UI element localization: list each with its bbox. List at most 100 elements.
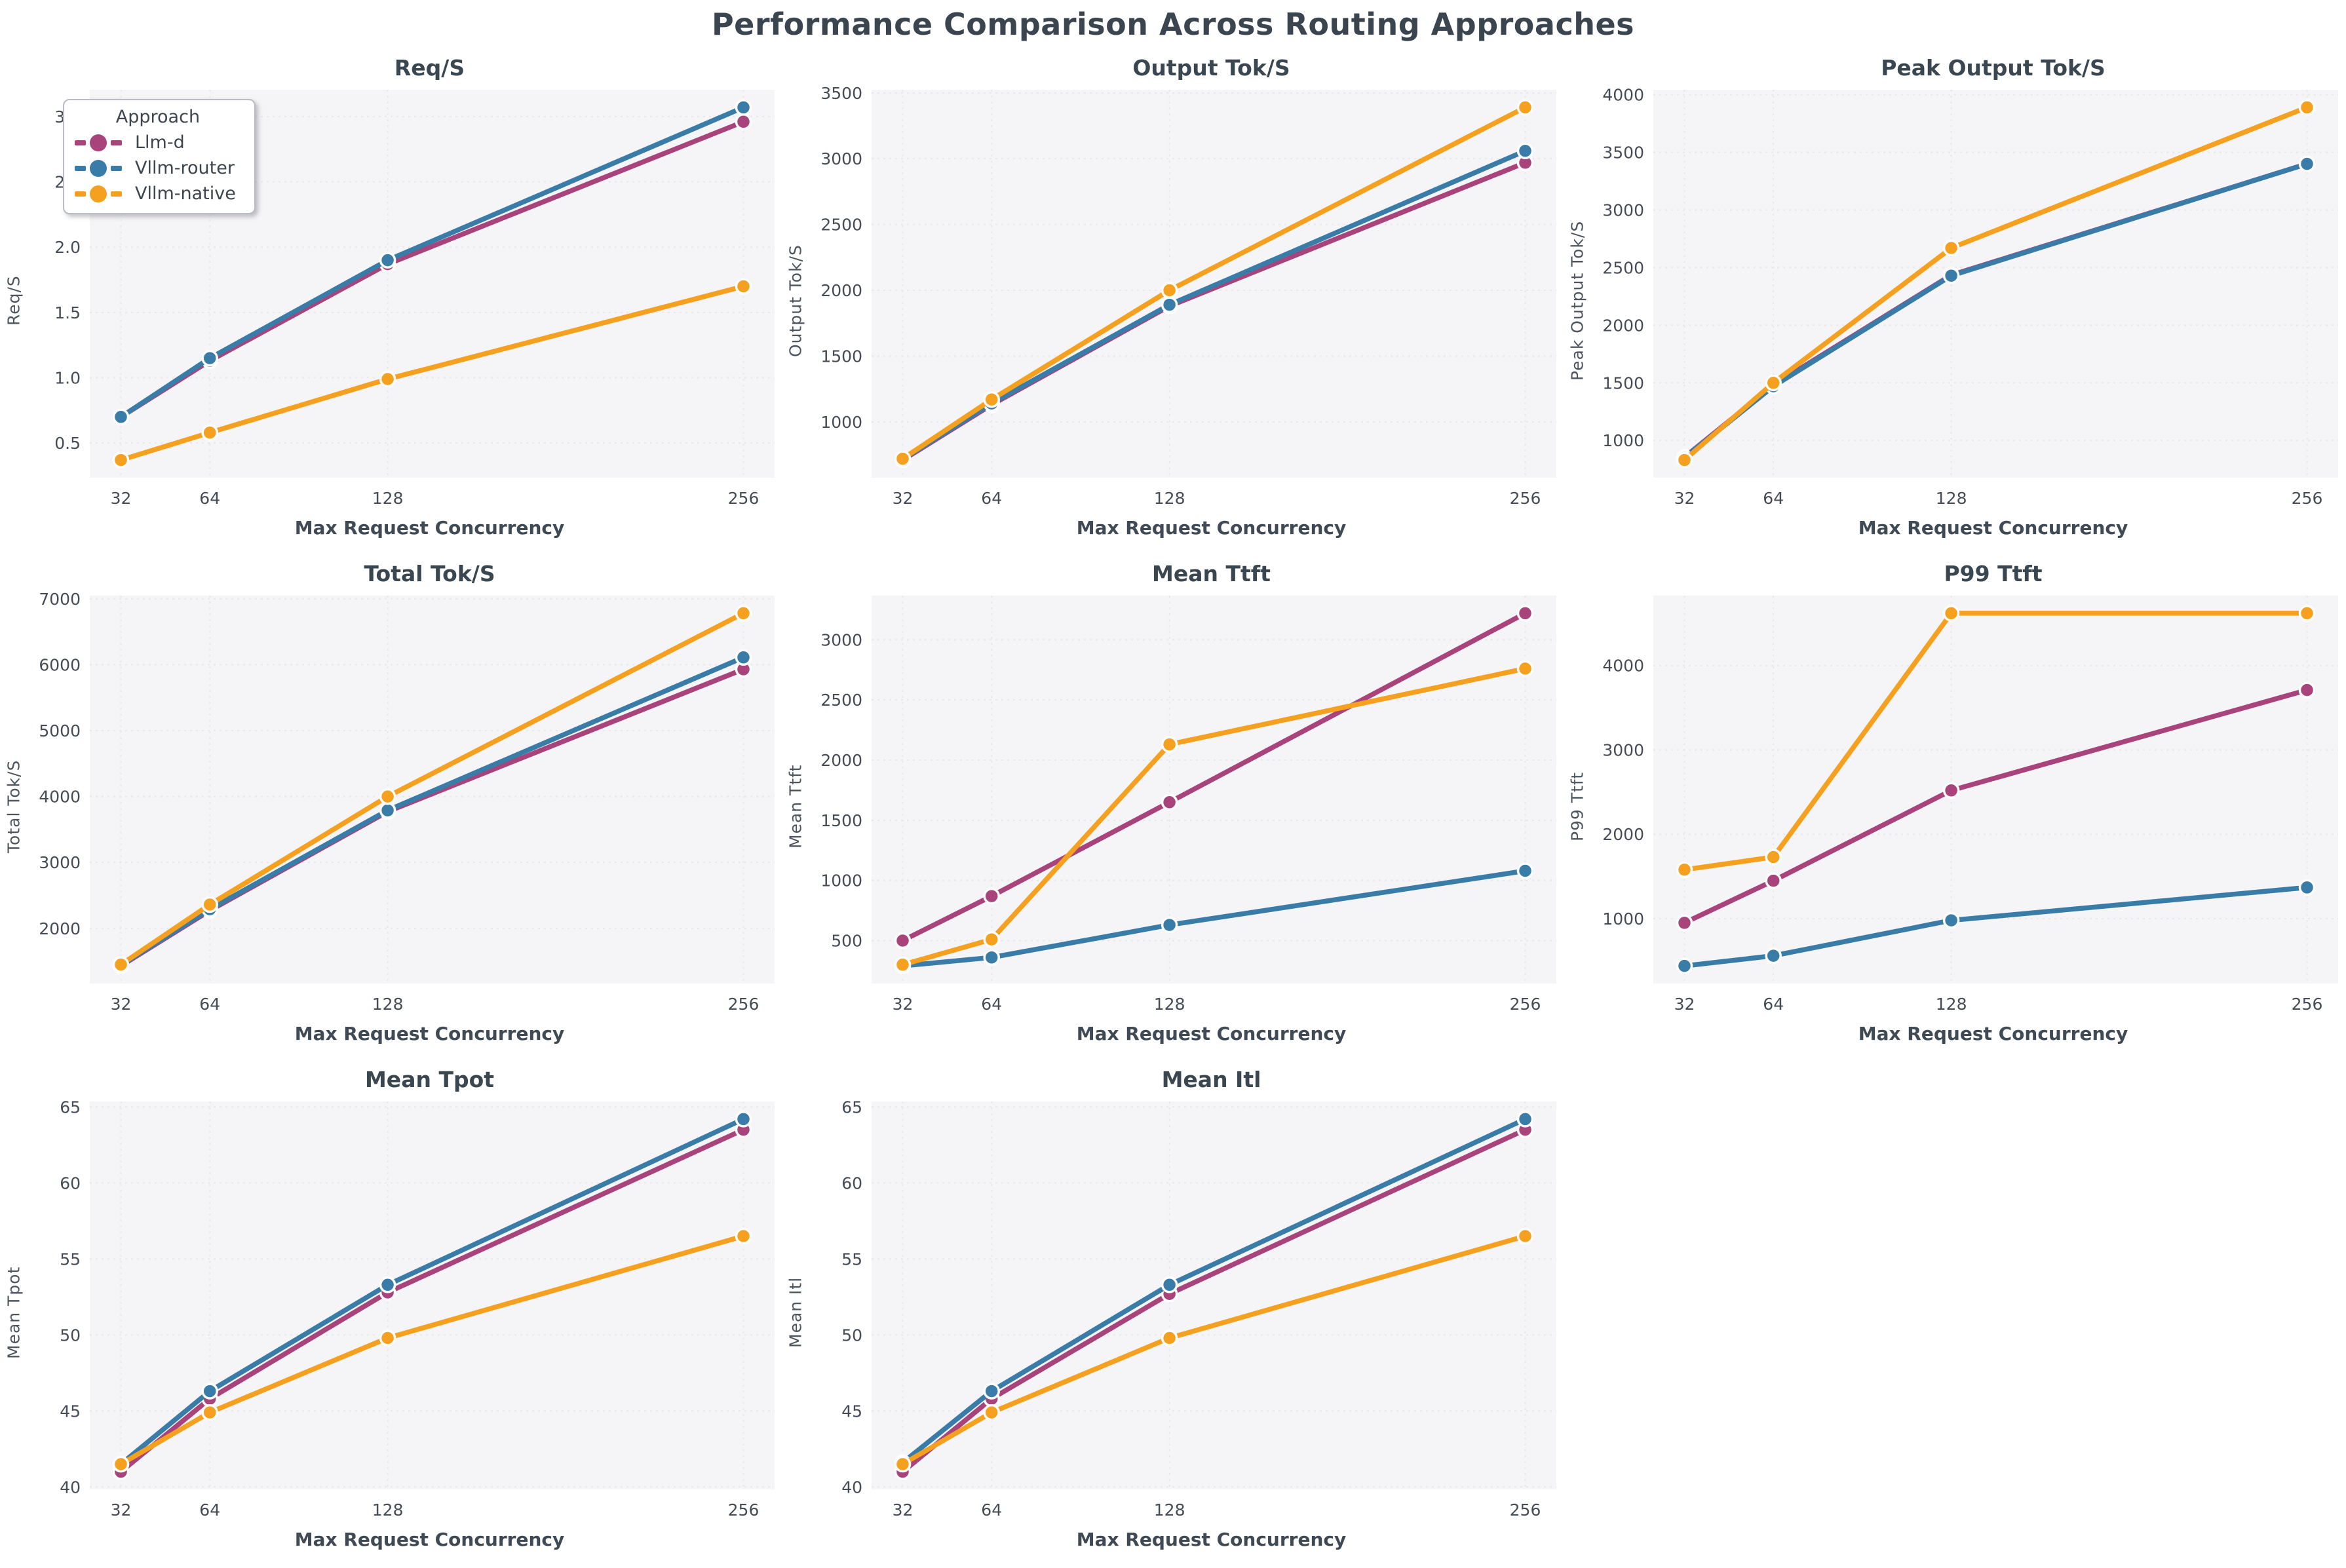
svg-text:4000: 4000	[1602, 86, 1644, 105]
subplot-mean-itl: Mean Itl Mean Itl 40 45 50 55 60 65 32 64 128 256…	[782, 1058, 1564, 1563]
svg-text:3000: 3000	[1602, 740, 1644, 759]
svg-text:65: 65	[841, 1098, 862, 1117]
svg-text:2500: 2500	[1602, 258, 1644, 277]
legend-line-segment	[111, 140, 122, 145]
legend: Approach Llm-d Vllm-router Vllm-native	[63, 99, 256, 214]
legend-marker-dot	[90, 159, 107, 177]
subplot-title: Total Tok/S	[364, 561, 495, 586]
x-axis-label: Max Request Concurrency	[1076, 1529, 1347, 1550]
mean-tpot-plot: 40 45 50 55 60 65 32 64 128 256	[60, 1098, 775, 1520]
svg-text:64: 64	[199, 1501, 220, 1520]
svg-text:1000: 1000	[1602, 909, 1644, 928]
y-axis-label: Mean Tpot	[4, 1266, 24, 1359]
svg-text:40: 40	[841, 1478, 862, 1497]
subplot-title: Req/S	[394, 55, 465, 81]
subplot-grid: Req/S Req/S 0.51.01.52.02.53.03264128256…	[0, 46, 2346, 1563]
legend-label: Vllm-router	[135, 158, 235, 178]
y-axis-label: Mean Itl	[786, 1276, 805, 1348]
svg-text:256: 256	[1510, 995, 1541, 1014]
mean-itl-plot: 40 45 50 55 60 65 32 64 128 256	[841, 1098, 1556, 1520]
subplot-title: Output Tok/S	[1132, 55, 1290, 81]
x-axis-label: Max Request Concurrency	[1076, 1023, 1347, 1044]
legend-marker-dot	[90, 134, 107, 151]
svg-text:32: 32	[1674, 995, 1695, 1014]
output-toks-plot: 1000 1500 2000 2500 3000 3500 32 64 128 256	[820, 85, 1556, 508]
svg-text:45: 45	[841, 1402, 862, 1421]
mean-ttft-plot: 500 1000 1500 2000 2500 3000 32 64 128 256	[820, 596, 1556, 1014]
x-axis-label: Max Request Concurrency	[1858, 1023, 2128, 1044]
svg-text:1000: 1000	[1602, 431, 1644, 450]
empty-cell	[1564, 1058, 2345, 1563]
svg-text:65: 65	[60, 1098, 81, 1117]
legend-marker-dot	[90, 185, 107, 202]
svg-text:3500: 3500	[820, 85, 862, 103]
svg-text:256: 256	[1510, 489, 1541, 508]
svg-text:2500: 2500	[820, 691, 862, 710]
subplot-output-toks: Output Tok/S Output Tok/S 1000 1500 2000 25…	[782, 46, 1564, 552]
legend-line-segment	[75, 140, 86, 145]
svg-text:1500: 1500	[820, 811, 862, 830]
svg-text:3000: 3000	[1602, 201, 1644, 220]
x-axis-label: Max Request Concurrency	[294, 1529, 565, 1550]
svg-text:500: 500	[831, 932, 862, 951]
svg-text:64: 64	[981, 489, 1002, 508]
legend-line-segment	[75, 165, 86, 171]
x-axis-label: Max Request Concurrency	[294, 1023, 565, 1044]
subplot-reqs: Req/S Req/S 0.51.01.52.02.53.03264128256…	[0, 46, 782, 552]
subplot-title: P99 Ttft	[1944, 561, 2043, 586]
svg-text:3500: 3500	[1602, 143, 1644, 163]
svg-text:40: 40	[60, 1478, 81, 1497]
svg-text:2.0: 2.0	[54, 238, 81, 257]
x-axis-label: Max Request Concurrency	[1076, 517, 1347, 539]
svg-text:128: 128	[372, 995, 404, 1014]
legend-line-segment	[111, 191, 122, 197]
svg-text:256: 256	[728, 489, 760, 508]
svg-text:64: 64	[1763, 995, 1784, 1014]
svg-text:1.5: 1.5	[54, 303, 81, 322]
svg-text:64: 64	[1763, 489, 1784, 508]
svg-text:32: 32	[1674, 489, 1695, 508]
legend-line-segment	[75, 191, 86, 197]
svg-text:32: 32	[893, 995, 913, 1014]
subplot-title: Peak Output Tok/S	[1881, 55, 2106, 81]
subplot-title: Mean Itl	[1161, 1067, 1261, 1092]
svg-text:3000: 3000	[820, 149, 862, 168]
svg-text:55: 55	[60, 1250, 81, 1269]
svg-text:128: 128	[1154, 1501, 1185, 1520]
svg-text:1000: 1000	[820, 413, 862, 432]
legend-item-llm-d: Llm-d	[75, 132, 236, 153]
y-axis-label: Output Tok/S	[786, 244, 805, 357]
svg-text:32: 32	[111, 489, 132, 508]
svg-text:4000: 4000	[39, 788, 81, 807]
subplot-total-toks: Total Tok/S Total Tok/S 2000 3000 4000 5000…	[0, 552, 782, 1058]
svg-text:128: 128	[1154, 489, 1185, 508]
svg-text:128: 128	[1154, 995, 1185, 1014]
legend-title: Approach	[115, 107, 201, 127]
legend-label: Llm-d	[135, 132, 185, 153]
p99-ttft-plot: 1000 2000 3000 4000 32 64 128 256	[1602, 596, 2338, 1014]
total-toks-plot: 2000 3000 4000 5000 6000 7000 32 64 128 256	[39, 590, 775, 1014]
svg-text:55: 55	[841, 1250, 862, 1269]
legend-item-vllm-router: Vllm-router	[75, 158, 236, 178]
svg-text:32: 32	[111, 1501, 132, 1520]
svg-text:128: 128	[1936, 995, 1967, 1014]
svg-text:50: 50	[60, 1326, 81, 1345]
svg-text:32: 32	[111, 995, 132, 1014]
svg-text:2000: 2000	[820, 751, 862, 770]
svg-text:32: 32	[893, 1501, 913, 1520]
svg-text:2000: 2000	[1602, 825, 1644, 844]
svg-text:64: 64	[981, 995, 1002, 1014]
svg-text:1500: 1500	[1602, 373, 1644, 392]
svg-text:1.0: 1.0	[54, 369, 81, 388]
svg-text:45: 45	[60, 1402, 81, 1421]
svg-text:0.5: 0.5	[54, 434, 81, 453]
svg-text:3000: 3000	[820, 630, 862, 649]
svg-text:256: 256	[728, 1501, 760, 1520]
svg-text:50: 50	[841, 1326, 862, 1345]
figure-title: Performance Comparison Across Routing Ap…	[711, 7, 1635, 42]
y-axis-label: Req/S	[4, 275, 24, 326]
svg-text:256: 256	[2292, 489, 2323, 508]
subplot-title: Mean Ttft	[1152, 561, 1271, 586]
svg-text:64: 64	[199, 995, 220, 1014]
svg-text:256: 256	[728, 995, 760, 1014]
